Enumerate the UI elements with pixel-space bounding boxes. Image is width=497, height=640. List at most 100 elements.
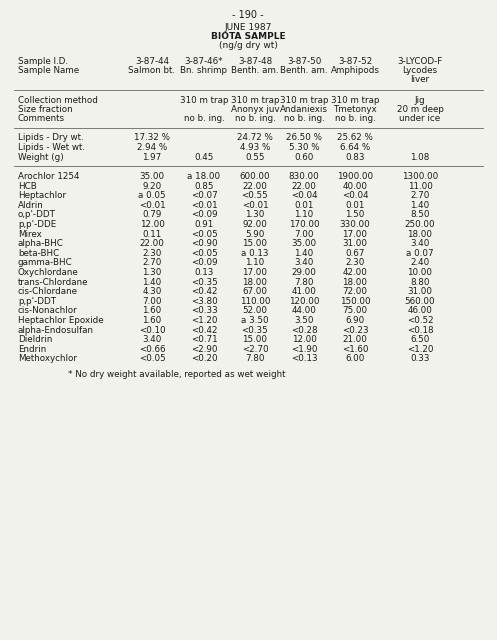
- Text: 0.67: 0.67: [345, 249, 365, 258]
- Text: 7.00: 7.00: [294, 230, 314, 239]
- Text: 1.30: 1.30: [142, 268, 162, 277]
- Text: <0.05: <0.05: [191, 249, 217, 258]
- Text: Benth. am.: Benth. am.: [280, 66, 328, 75]
- Text: 1.40: 1.40: [294, 249, 314, 258]
- Text: Andaniexis: Andaniexis: [280, 105, 328, 114]
- Text: <0.55: <0.55: [242, 191, 268, 200]
- Text: 0.79: 0.79: [142, 211, 162, 220]
- Text: 42.00: 42.00: [342, 268, 367, 277]
- Text: 2.40: 2.40: [411, 259, 429, 268]
- Text: o,p'-DDT: o,p'-DDT: [18, 211, 56, 220]
- Text: 310 m trap: 310 m trap: [280, 96, 328, 105]
- Text: <1.20: <1.20: [191, 316, 217, 325]
- Text: * No dry weight available, reported as wet weight: * No dry weight available, reported as w…: [68, 370, 285, 379]
- Text: 1.40: 1.40: [142, 278, 162, 287]
- Text: Oxychlordane: Oxychlordane: [18, 268, 79, 277]
- Text: 150.00: 150.00: [339, 297, 370, 306]
- Text: 18.00: 18.00: [408, 230, 432, 239]
- Text: no b. ing.: no b. ing.: [235, 114, 275, 123]
- Text: <0.28: <0.28: [291, 326, 317, 335]
- Text: 6.50: 6.50: [411, 335, 430, 344]
- Text: 7.00: 7.00: [142, 297, 162, 306]
- Text: 9.20: 9.20: [142, 182, 162, 191]
- Text: 8.80: 8.80: [410, 278, 430, 287]
- Text: 0.33: 0.33: [410, 355, 430, 364]
- Text: HCB: HCB: [18, 182, 37, 191]
- Text: 3-87-52: 3-87-52: [338, 57, 372, 66]
- Text: 250.00: 250.00: [405, 220, 435, 229]
- Text: 52.00: 52.00: [243, 307, 267, 316]
- Text: 18.00: 18.00: [342, 278, 367, 287]
- Text: Sample I.D.: Sample I.D.: [18, 57, 68, 66]
- Text: 1.97: 1.97: [142, 153, 162, 162]
- Text: 44.00: 44.00: [292, 307, 317, 316]
- Text: 5.30 %: 5.30 %: [289, 143, 319, 152]
- Text: 3.40: 3.40: [411, 239, 430, 248]
- Text: 2.70: 2.70: [142, 259, 162, 268]
- Text: <0.09: <0.09: [191, 259, 217, 268]
- Text: 1.08: 1.08: [411, 153, 430, 162]
- Text: 600.00: 600.00: [240, 172, 270, 181]
- Text: 3.40: 3.40: [294, 259, 314, 268]
- Text: 22.00: 22.00: [292, 182, 317, 191]
- Text: 35.00: 35.00: [140, 172, 165, 181]
- Text: 29.00: 29.00: [292, 268, 317, 277]
- Text: no b. ing.: no b. ing.: [334, 114, 375, 123]
- Text: a 0.13: a 0.13: [241, 249, 269, 258]
- Text: <3.80: <3.80: [191, 297, 217, 306]
- Text: a 0.05: a 0.05: [138, 191, 166, 200]
- Text: <1.20: <1.20: [407, 345, 433, 354]
- Text: 0.91: 0.91: [194, 220, 214, 229]
- Text: 17.32 %: 17.32 %: [134, 133, 170, 142]
- Text: <0.04: <0.04: [342, 191, 368, 200]
- Text: 1300.00: 1300.00: [402, 172, 438, 181]
- Text: 1.10: 1.10: [246, 259, 264, 268]
- Text: Jig: Jig: [414, 96, 425, 105]
- Text: 2.30: 2.30: [345, 259, 365, 268]
- Text: <0.71: <0.71: [191, 335, 217, 344]
- Text: Endrin: Endrin: [18, 345, 46, 354]
- Text: 12.00: 12.00: [140, 220, 165, 229]
- Text: <0.01: <0.01: [242, 201, 268, 210]
- Text: beta-BHC: beta-BHC: [18, 249, 59, 258]
- Text: 22.00: 22.00: [243, 182, 267, 191]
- Text: 0.85: 0.85: [194, 182, 214, 191]
- Text: <0.07: <0.07: [191, 191, 217, 200]
- Text: 0.55: 0.55: [245, 153, 265, 162]
- Text: trans-Chlordane: trans-Chlordane: [18, 278, 88, 287]
- Text: 35.00: 35.00: [291, 239, 317, 248]
- Text: Dieldrin: Dieldrin: [18, 335, 52, 344]
- Text: 0.60: 0.60: [294, 153, 314, 162]
- Text: a 18.00: a 18.00: [187, 172, 221, 181]
- Text: 3-87-50: 3-87-50: [287, 57, 321, 66]
- Text: 1.40: 1.40: [411, 201, 429, 210]
- Text: 0.45: 0.45: [194, 153, 214, 162]
- Text: <0.01: <0.01: [191, 201, 217, 210]
- Text: Benth. am.: Benth. am.: [231, 66, 279, 75]
- Text: - 190 -: - 190 -: [232, 10, 264, 20]
- Text: <0.90: <0.90: [191, 239, 217, 248]
- Text: alpha-BHC: alpha-BHC: [18, 239, 64, 248]
- Text: Aldrin: Aldrin: [18, 201, 44, 210]
- Text: Collection method: Collection method: [18, 96, 98, 105]
- Text: 2.70: 2.70: [411, 191, 430, 200]
- Text: <0.66: <0.66: [139, 345, 165, 354]
- Text: under ice: under ice: [400, 114, 440, 123]
- Text: 24.72 %: 24.72 %: [237, 133, 273, 142]
- Text: 20 m deep: 20 m deep: [397, 105, 443, 114]
- Text: 10.00: 10.00: [408, 268, 432, 277]
- Text: <1.60: <1.60: [342, 345, 368, 354]
- Text: p,p'-DDE: p,p'-DDE: [18, 220, 56, 229]
- Text: 3.50: 3.50: [294, 316, 314, 325]
- Text: <0.01: <0.01: [139, 201, 166, 210]
- Text: 6.00: 6.00: [345, 355, 365, 364]
- Text: 2.30: 2.30: [142, 249, 162, 258]
- Text: p,p'-DDT: p,p'-DDT: [18, 297, 56, 306]
- Text: 12.00: 12.00: [292, 335, 317, 344]
- Text: liver: liver: [411, 75, 429, 84]
- Text: 310 m trap: 310 m trap: [180, 96, 228, 105]
- Text: <0.42: <0.42: [191, 287, 217, 296]
- Text: 92.00: 92.00: [243, 220, 267, 229]
- Text: Heptachlor Epoxide: Heptachlor Epoxide: [18, 316, 104, 325]
- Text: Bn. shrimp: Bn. shrimp: [180, 66, 228, 75]
